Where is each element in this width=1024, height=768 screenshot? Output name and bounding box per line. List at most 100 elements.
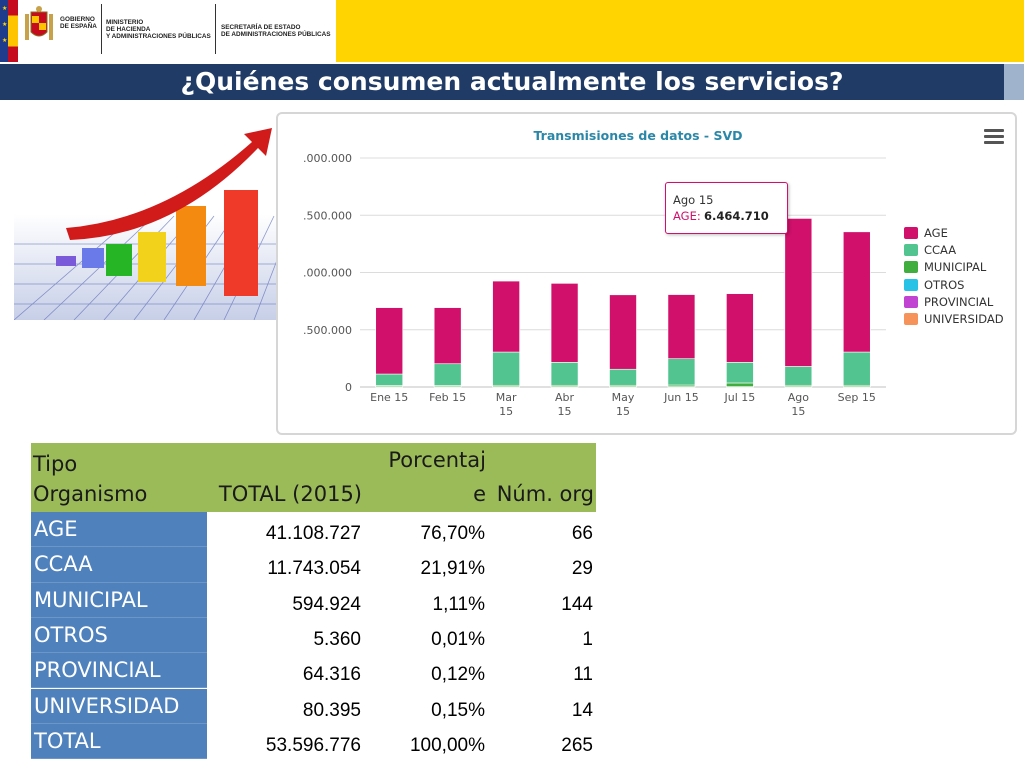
row-total: 5.360 [313, 628, 361, 650]
row-porcentaje: 0,12% [431, 664, 485, 686]
tooltip-title: Ago 15 [673, 193, 714, 207]
bar-segment-age[interactable] [550, 283, 579, 363]
page-title: ¿Quiénes consumen actualmente los servic… [180, 67, 844, 96]
legend-swatch [904, 261, 918, 274]
bar-segment-municipal[interactable] [726, 382, 754, 387]
growth-chart-illustration [14, 128, 306, 320]
legend-swatch [904, 313, 918, 325]
x-tick-label: Feb 15 [429, 391, 466, 404]
row-total: 80.395 [302, 699, 361, 721]
legend-item-municipal[interactable]: MUNICIPAL [904, 260, 986, 274]
x-tick-label: 15 [499, 405, 513, 418]
row-num-org: 1 [582, 628, 593, 650]
chart-title: Transmisiones de datos - SVD [534, 128, 743, 143]
chart-tooltip: Ago 15 AGE: 6.464.710 [665, 182, 788, 234]
header-divider [101, 4, 102, 54]
legend-swatch [904, 227, 918, 239]
bar-segment-age[interactable] [609, 294, 637, 370]
legend-label: MUNICIPAL [924, 260, 987, 275]
tooltip-series: AGE: [673, 209, 701, 223]
secretary-label: SECRETARÍA DE ESTADO DE ADMINISTRACIONES… [221, 24, 331, 39]
header-num-org: Núm. org [488, 443, 596, 512]
header-pct-line1: Porcentaj [388, 448, 486, 472]
x-tick-label: Jul 15 [724, 391, 756, 404]
bar-segment-ccaa[interactable] [609, 368, 637, 386]
row-porcentaje: 0,01% [431, 628, 485, 650]
bar-segment-ccaa[interactable] [667, 358, 696, 386]
x-tick-label: Ago [788, 391, 810, 404]
header-total-label: TOTAL (2015) [218, 482, 362, 506]
legend-swatch [904, 244, 918, 257]
bar-segment-age[interactable] [492, 280, 520, 353]
gov-label: GOBIERNO DE ESPAÑA [60, 16, 97, 31]
bar-segment-ccaa[interactable] [842, 351, 871, 386]
x-tick-label: 15 [558, 405, 572, 418]
x-tick-label: May [612, 391, 635, 404]
tooltip-value: 6.464.710 [704, 209, 769, 223]
bar-segment-age[interactable] [726, 293, 754, 363]
row-total: 41.108.727 [265, 523, 361, 544]
bar-segment-age[interactable] [433, 307, 462, 365]
legend-item-otros[interactable]: OTROS [904, 278, 964, 292]
header-divider [215, 4, 216, 54]
row-tipo: PROVINCIAL [31, 653, 207, 689]
legend-item-provincial[interactable]: PROVINCIAL [904, 295, 993, 309]
row-total: 594.924 [292, 593, 361, 615]
bar-segment-ccaa[interactable] [433, 363, 462, 386]
row-porcentaje: 21,91% [420, 558, 485, 580]
row-num-org: 66 [571, 523, 593, 544]
x-tick-label: Ene 15 [370, 391, 408, 404]
y-tick-label: 2.500.000 [296, 324, 352, 337]
bar-segment-ccaa[interactable] [492, 351, 520, 386]
chart-menu-icon[interactable] [984, 129, 1004, 145]
bar-segment-age[interactable] [375, 307, 404, 375]
x-tick-label: Sep 15 [838, 391, 876, 404]
eu-flag: ★ ★ ★ [0, 0, 8, 62]
x-tick-label: Jun 15 [663, 391, 699, 404]
legend-swatch [904, 295, 918, 308]
bar-segment-ccaa[interactable] [550, 362, 579, 386]
row-tipo: CCAA [31, 547, 207, 583]
legend-swatch [904, 278, 918, 291]
header-porcentaje: Porcentaj e [364, 443, 488, 512]
row-num-org: 14 [571, 699, 593, 721]
row-total: 64.316 [302, 664, 361, 686]
bar-segment-age[interactable] [784, 218, 813, 367]
bar-segment-ccaa[interactable] [784, 366, 813, 386]
legend-item-age[interactable]: AGE [904, 226, 948, 240]
header-total: TOTAL (2015) [207, 443, 364, 512]
x-tick-label: 15 [616, 405, 630, 418]
legend-label: CCAA [924, 243, 957, 258]
legend-label: AGE [924, 226, 948, 240]
row-porcentaje: 100,00% [409, 734, 485, 756]
legend-item-ccaa[interactable]: CCAA [904, 243, 956, 257]
header-num-label: Núm. org [496, 482, 594, 506]
bar-segment-age[interactable] [842, 231, 871, 353]
x-tick-label: 15 [791, 405, 805, 418]
legend-item-universidad[interactable]: UNIVERSIDAD [904, 312, 1004, 326]
y-tick-label: 0 [345, 381, 352, 394]
row-num-org: 265 [561, 734, 593, 756]
ministry-label: MINISTERIO DE HACIENDA Y ADMINISTRACIONE… [106, 19, 211, 41]
row-tipo: AGE [31, 512, 207, 548]
header-pct-line2: e [473, 482, 486, 506]
row-num-org: 11 [573, 664, 593, 686]
row-porcentaje: 1,11% [432, 593, 485, 615]
header-tipo-line1: Tipo [33, 452, 78, 476]
row-tipo: UNIVERSIDAD [31, 688, 207, 724]
bar-segment-ccaa[interactable] [726, 362, 754, 384]
header-tipo-organismo: Tipo Organismo [31, 443, 207, 512]
y-tick-label: 5.000.000 [296, 267, 352, 280]
row-tipo: MUNICIPAL [31, 582, 207, 618]
y-tick-label: 7.500.000 [296, 209, 352, 222]
coat-of-arms-icon [25, 6, 53, 40]
bar-segment-age[interactable] [667, 294, 696, 359]
bar-segment-ccaa[interactable] [375, 373, 404, 386]
header-tipo-line2: Organismo [33, 482, 148, 506]
header-logo-area [0, 0, 336, 62]
legend-label: PROVINCIAL [924, 294, 994, 309]
row-total: 11.743.054 [267, 558, 361, 580]
row-total: 53.596.776 [265, 734, 361, 756]
spain-flag [8, 0, 18, 62]
